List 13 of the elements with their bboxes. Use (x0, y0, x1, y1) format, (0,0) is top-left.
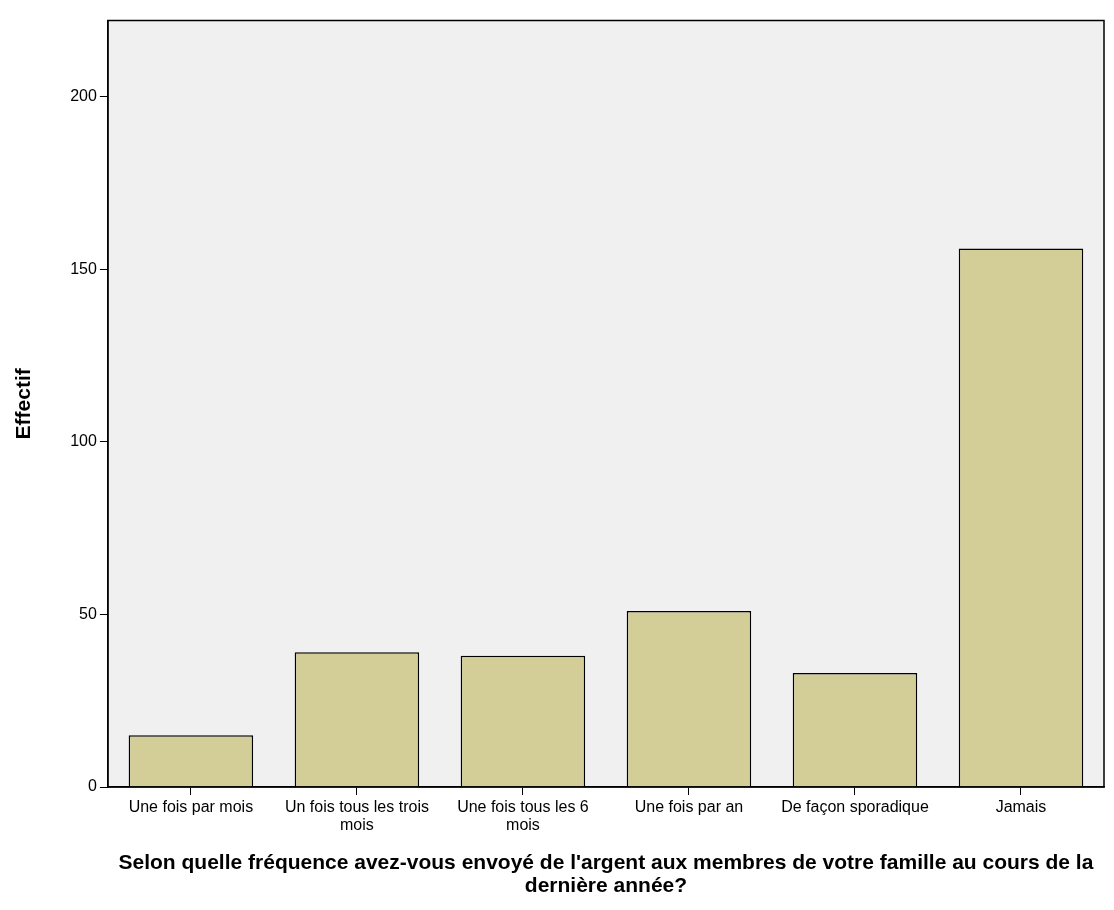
y-tick-label: 0 (87, 777, 97, 795)
x-tick-label: Une fois tous les 6 mois (457, 797, 589, 834)
x-tick-label: Une fois par an (634, 797, 744, 815)
y-axis-title: Effectif (11, 367, 35, 440)
x-tick-label: Jamais (995, 797, 1047, 815)
x-tick-label: Un fois tous les trois mois (284, 797, 429, 834)
y-tick-label: 200 (70, 86, 97, 104)
x-tick-label: Une fois par mois (128, 797, 254, 815)
y-tick-label: 150 (70, 259, 97, 277)
x-axis-title: Selon quelle fréquence avez-vous envoyé de l'argent aux membres de votre famille au cours de la dernière année? (118, 850, 1094, 897)
y-tick-label: 100 (70, 432, 97, 450)
x-tick-label: De façon sporadique (781, 797, 929, 815)
y-tick-label: 50 (79, 604, 97, 622)
